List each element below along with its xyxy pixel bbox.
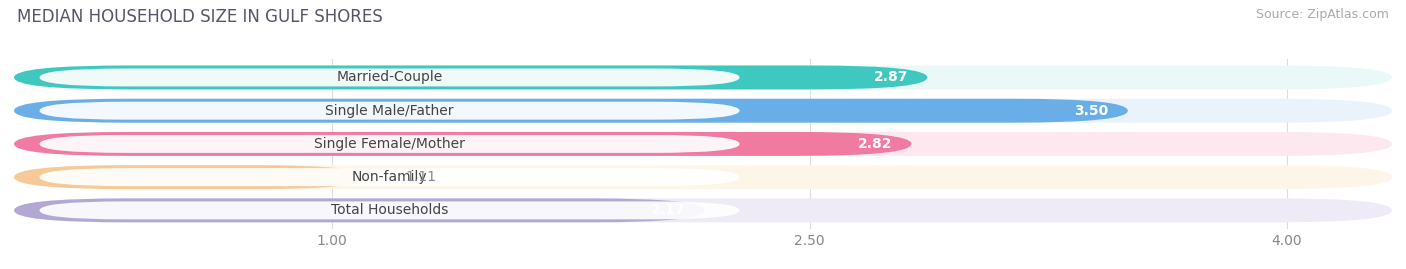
FancyBboxPatch shape — [39, 69, 740, 86]
Text: 3.50: 3.50 — [1074, 104, 1109, 118]
FancyBboxPatch shape — [39, 102, 740, 120]
FancyBboxPatch shape — [14, 165, 367, 189]
Text: Married-Couple: Married-Couple — [336, 70, 443, 84]
Text: 2.17: 2.17 — [651, 203, 686, 217]
Text: Single Female/Mother: Single Female/Mother — [314, 137, 465, 151]
Text: 1.11: 1.11 — [405, 170, 436, 184]
FancyBboxPatch shape — [14, 132, 1392, 156]
FancyBboxPatch shape — [14, 65, 1392, 89]
Text: Source: ZipAtlas.com: Source: ZipAtlas.com — [1256, 8, 1389, 21]
FancyBboxPatch shape — [14, 99, 1128, 123]
FancyBboxPatch shape — [14, 199, 704, 222]
FancyBboxPatch shape — [14, 65, 928, 89]
FancyBboxPatch shape — [14, 99, 1392, 123]
Text: Total Households: Total Households — [330, 203, 449, 217]
FancyBboxPatch shape — [14, 132, 911, 156]
Text: MEDIAN HOUSEHOLD SIZE IN GULF SHORES: MEDIAN HOUSEHOLD SIZE IN GULF SHORES — [17, 8, 382, 26]
Text: Single Male/Father: Single Male/Father — [325, 104, 454, 118]
Text: Non-family: Non-family — [352, 170, 427, 184]
FancyBboxPatch shape — [14, 165, 1392, 189]
FancyBboxPatch shape — [39, 168, 740, 186]
FancyBboxPatch shape — [39, 135, 740, 153]
FancyBboxPatch shape — [39, 201, 740, 219]
FancyBboxPatch shape — [14, 199, 1392, 222]
Text: 2.87: 2.87 — [875, 70, 908, 84]
Text: 2.82: 2.82 — [858, 137, 893, 151]
